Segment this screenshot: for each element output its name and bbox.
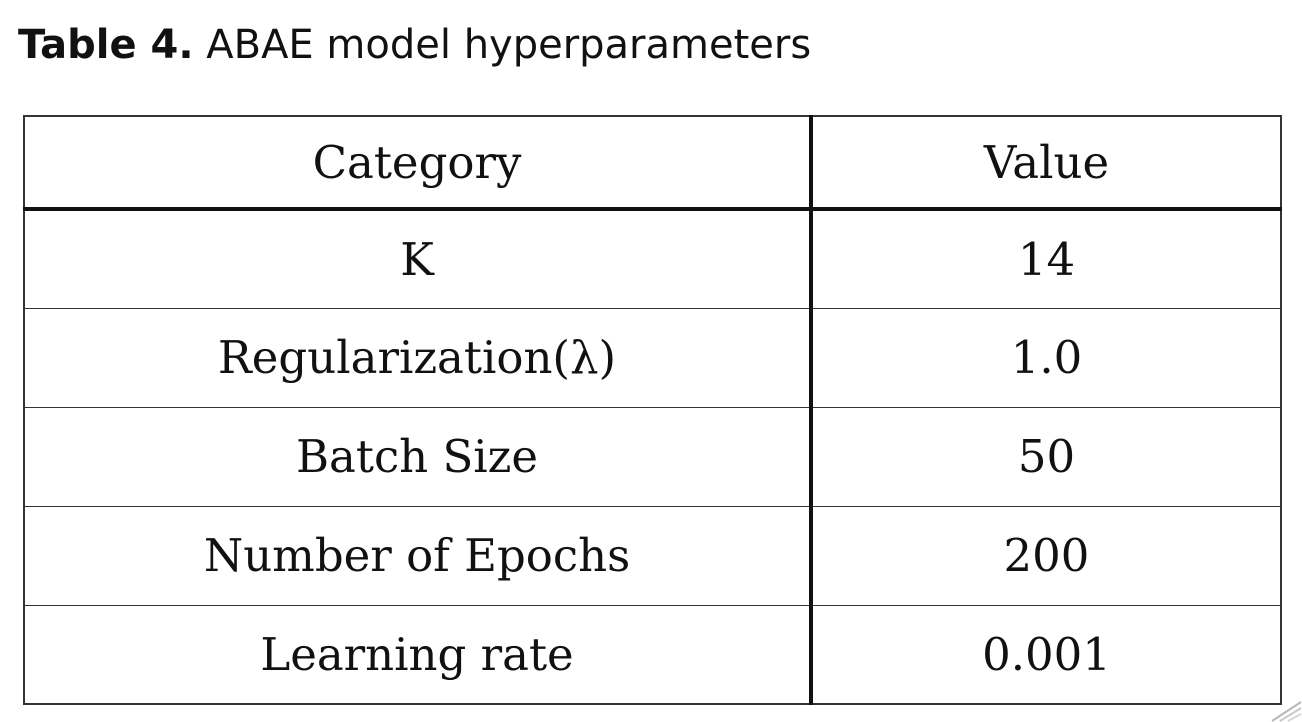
row-value-cell: 200 [810,505,1282,606]
row-category-cell: Batch Size [23,406,813,507]
row-value-cell: 1.0 [810,307,1282,408]
row-category-cell: K [23,208,813,309]
table-header-row: Category Value [23,115,1282,211]
header-category: Category [23,115,813,211]
table-caption-label: Table 4. [18,22,194,68]
row-value-cell: 0.001 [810,604,1282,705]
table-caption-text: ABAE model hyperparameters [206,22,812,68]
table-row: Batch Size 50 [23,406,1282,507]
table-row: Regularization(λ) 1.0 [23,307,1282,408]
row-category-cell: Number of Epochs [23,505,813,606]
row-value-cell: 14 [810,208,1282,309]
resize-grip-icon [1271,701,1302,722]
table-row: Learning rate 0.001 [23,604,1282,705]
row-value-cell: 50 [810,406,1282,507]
header-value: Value [810,115,1282,211]
row-category-cell: Regularization(λ) [23,307,813,408]
hyperparameters-table: Category Value K 14 Regularization(λ) 1.… [23,115,1282,705]
table-row: K 14 [23,208,1282,309]
table-row: Number of Epochs 200 [23,505,1282,606]
table-caption: Table 4. ABAE model hyperparameters [18,18,811,72]
row-category-cell: Learning rate [23,604,813,705]
